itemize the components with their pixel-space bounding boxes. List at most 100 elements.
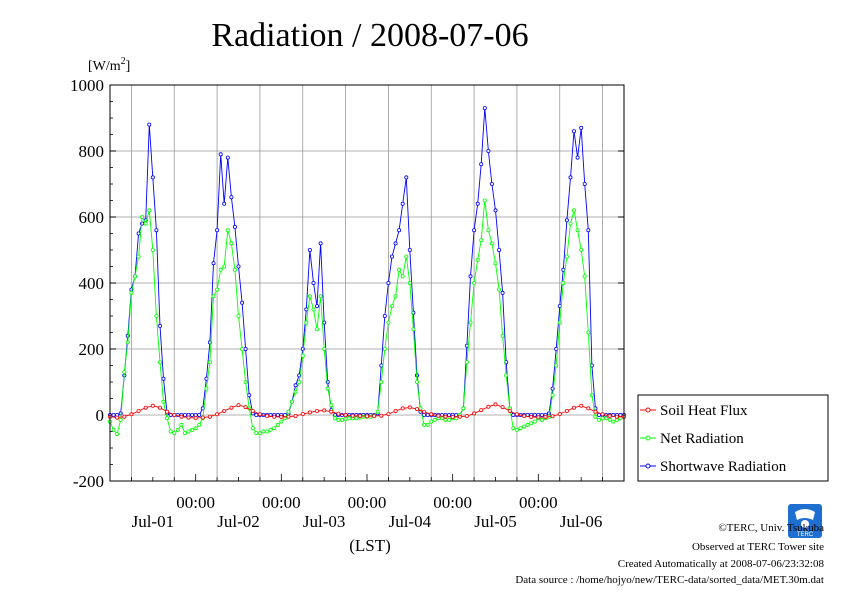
legend-swatch-marker: [645, 463, 651, 469]
data-point: [300, 411, 305, 416]
data-point: [618, 416, 623, 421]
data-point: [232, 224, 237, 229]
data-point: [193, 426, 198, 431]
data-point: [286, 409, 291, 414]
data-point: [161, 399, 166, 404]
data-point: [307, 294, 312, 299]
data-point: [389, 254, 394, 259]
data-point: [582, 181, 587, 186]
data-point: [539, 412, 544, 417]
credit-datasource: Data source : /home/hojyo/new/TERC-data/…: [515, 574, 824, 586]
terc-logo-wave-icon: [795, 509, 815, 520]
data-point: [261, 429, 266, 434]
data-point: [443, 414, 448, 419]
data-point: [265, 429, 270, 434]
data-point: [325, 386, 330, 391]
x-tick-label-day: Jul-05: [474, 512, 517, 531]
x-tick-label-day: Jul-04: [389, 512, 432, 531]
data-point: [250, 426, 255, 431]
data-point: [157, 360, 162, 365]
legend: Soil Heat Flux Net Radiation Shortwave Rad…: [637, 394, 829, 482]
data-point: [393, 408, 398, 413]
data-point: [593, 414, 598, 419]
y-axis-ticks: -200 0 200 400 600 800 1000: [70, 76, 624, 491]
data-point: [182, 431, 187, 436]
data-point: [586, 228, 591, 233]
data-point: [322, 346, 327, 351]
data-point: [272, 426, 277, 431]
data-point: [454, 412, 459, 417]
data-point: [447, 412, 452, 417]
data-point: [236, 313, 241, 318]
data-point: [111, 412, 116, 417]
data-point: [140, 214, 145, 219]
data-point: [464, 360, 469, 365]
data-point: [215, 412, 220, 417]
data-point: [339, 417, 344, 422]
data-point: [400, 274, 405, 279]
data-point: [414, 379, 419, 384]
data-point: [165, 409, 170, 414]
data-point: [111, 427, 116, 432]
data-point: [607, 417, 612, 422]
data-point: [232, 267, 237, 272]
data-point: [479, 238, 484, 243]
data-point: [350, 413, 355, 418]
data-point: [179, 422, 184, 427]
data-point: [257, 431, 262, 436]
data-point: [186, 415, 191, 420]
data-point: [511, 412, 516, 417]
data-point: [486, 404, 491, 409]
data-point: [172, 431, 177, 436]
data-point: [579, 403, 584, 408]
data-point: [579, 125, 584, 130]
data-point: [500, 333, 505, 338]
data-point: [572, 208, 577, 213]
data-point: [397, 228, 402, 233]
data-point: [393, 294, 398, 299]
series-layer: [108, 106, 627, 437]
data-point: [115, 432, 120, 437]
data-point: [222, 264, 227, 269]
data-point: [207, 360, 212, 365]
data-point: [532, 419, 537, 424]
x-tick-label-time: 00:00: [262, 493, 301, 512]
data-point: [182, 412, 187, 417]
data-point: [482, 198, 487, 203]
data-point: [222, 408, 227, 413]
data-point: [318, 294, 323, 299]
data-point: [225, 228, 230, 233]
terc-logo: TERC: [788, 504, 822, 538]
data-point: [300, 353, 305, 358]
data-point: [464, 413, 469, 418]
data-point: [572, 405, 577, 410]
data-point: [500, 405, 505, 410]
data-point: [175, 427, 180, 432]
data-point: [586, 330, 591, 335]
data-point: [154, 228, 159, 233]
data-point: [236, 403, 241, 408]
data-point: [493, 261, 498, 266]
data-point: [514, 427, 519, 432]
data-point: [157, 323, 162, 328]
legend-entry: Shortwave Radiation: [640, 459, 787, 475]
data-point: [575, 228, 580, 233]
data-point: [607, 413, 612, 418]
data-point: [197, 412, 202, 417]
data-point: [568, 221, 573, 226]
data-point: [304, 307, 309, 312]
data-point: [361, 414, 366, 419]
data-point: [204, 386, 209, 391]
data-point: [215, 228, 220, 233]
data-point: [429, 412, 434, 417]
data-point: [461, 406, 466, 411]
data-point: [240, 300, 245, 305]
data-point: [211, 294, 216, 299]
data-point: [450, 414, 455, 419]
data-point: [382, 346, 387, 351]
data-point: [557, 320, 562, 325]
data-point: [514, 412, 519, 417]
data-point: [314, 304, 319, 309]
data-point: [575, 155, 580, 160]
data-point: [439, 416, 444, 421]
